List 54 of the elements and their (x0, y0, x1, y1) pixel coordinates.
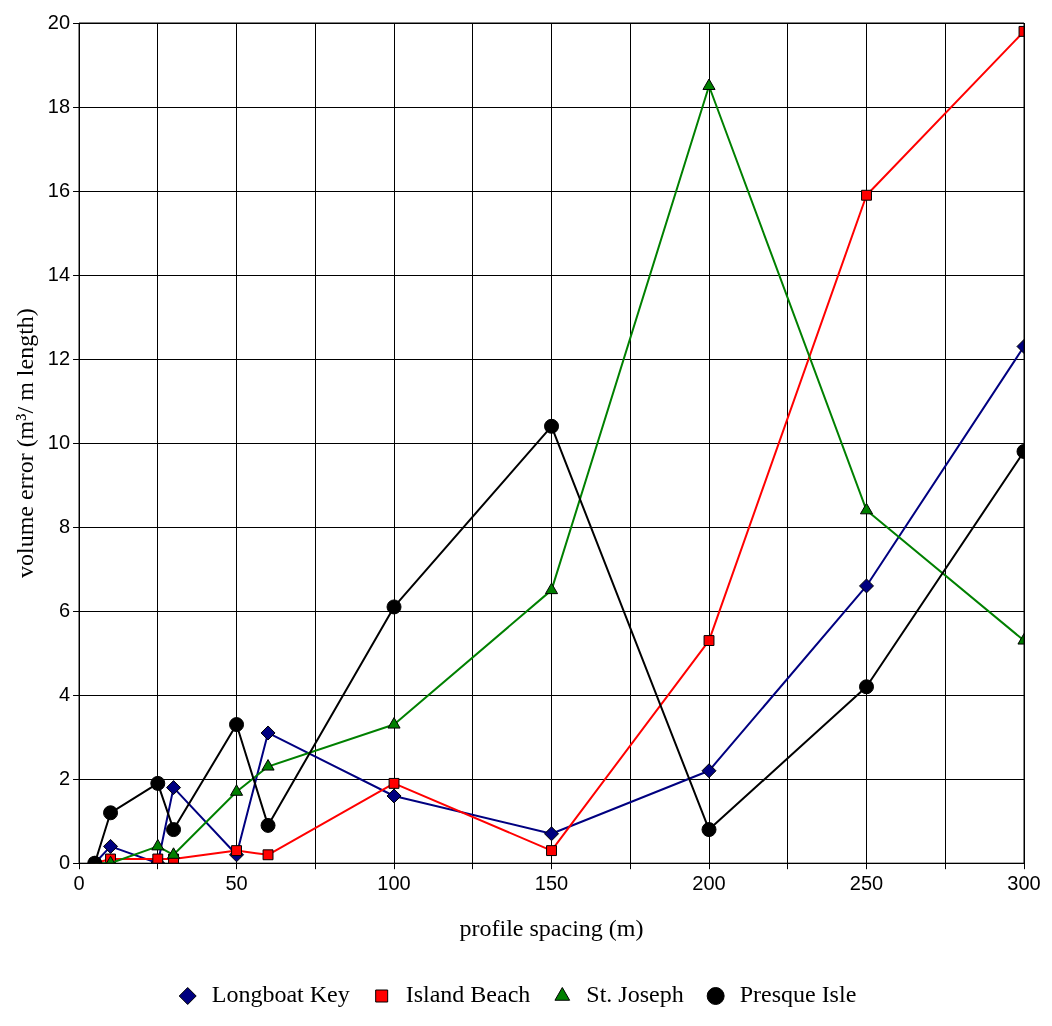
y-tick-label: 16 (47, 178, 71, 201)
x-tick-label: 150 (534, 871, 569, 894)
point (859, 679, 875, 695)
y-tick-label: 0 (58, 850, 71, 873)
point (701, 822, 717, 838)
point (544, 418, 560, 434)
point (861, 189, 872, 201)
point (151, 838, 165, 851)
point (166, 780, 182, 796)
point (546, 845, 557, 857)
y-tick-label: 4 (58, 682, 71, 705)
x-tick-label: 100 (377, 871, 411, 894)
point (387, 717, 401, 729)
y-tick-label: 2 (58, 766, 71, 789)
x-tick-label: 0 (73, 871, 85, 894)
legend-label: Longboat Key (211, 981, 350, 1008)
y-tick-label: 14 (47, 262, 71, 285)
y-tick-label: 8 (58, 514, 71, 537)
point (703, 635, 715, 646)
point (859, 502, 874, 515)
point (103, 805, 119, 821)
point (702, 78, 716, 91)
y-tick-label: 18 (47, 94, 71, 117)
point (261, 759, 275, 771)
y-tick-label: 6 (58, 598, 71, 621)
y-axis-title: volume error (m³/ m length) (11, 308, 38, 578)
legend-label: Island Beach (405, 981, 531, 1008)
point (260, 817, 276, 833)
x-tick-label: 200 (692, 871, 726, 894)
point (166, 847, 181, 859)
point (859, 578, 875, 594)
point (388, 777, 400, 789)
point (260, 725, 276, 741)
y-tick-label: 12 (47, 346, 71, 369)
legend-label: Presque Isle (739, 981, 857, 1008)
legend-label: St. Joseph (586, 981, 684, 1008)
point (103, 838, 119, 854)
point (544, 582, 559, 595)
point (262, 849, 274, 861)
point (229, 717, 245, 733)
point (166, 822, 182, 838)
point (229, 784, 244, 796)
x-tick-label: 50 (225, 871, 248, 894)
point (701, 763, 717, 779)
point (231, 845, 242, 857)
x-axis-title: profile spacing (m) (459, 914, 644, 941)
x-tick-label: 250 (849, 871, 884, 894)
point (386, 599, 402, 615)
x-tick-label: 300 (1007, 871, 1041, 894)
point (150, 775, 166, 791)
point (544, 826, 560, 842)
y-tick-label: 20 (47, 10, 71, 33)
y-tick-label: 10 (47, 430, 71, 453)
point (386, 788, 402, 804)
